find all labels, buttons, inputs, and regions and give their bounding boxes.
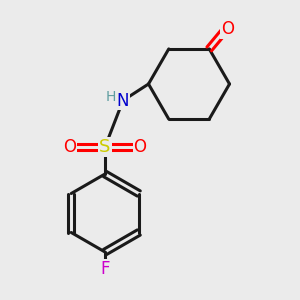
Text: N: N (117, 92, 129, 110)
Text: H: H (105, 90, 116, 104)
Text: F: F (100, 260, 110, 278)
Text: O: O (221, 20, 234, 38)
Text: O: O (63, 138, 76, 156)
Text: S: S (99, 138, 111, 156)
Text: O: O (134, 138, 147, 156)
